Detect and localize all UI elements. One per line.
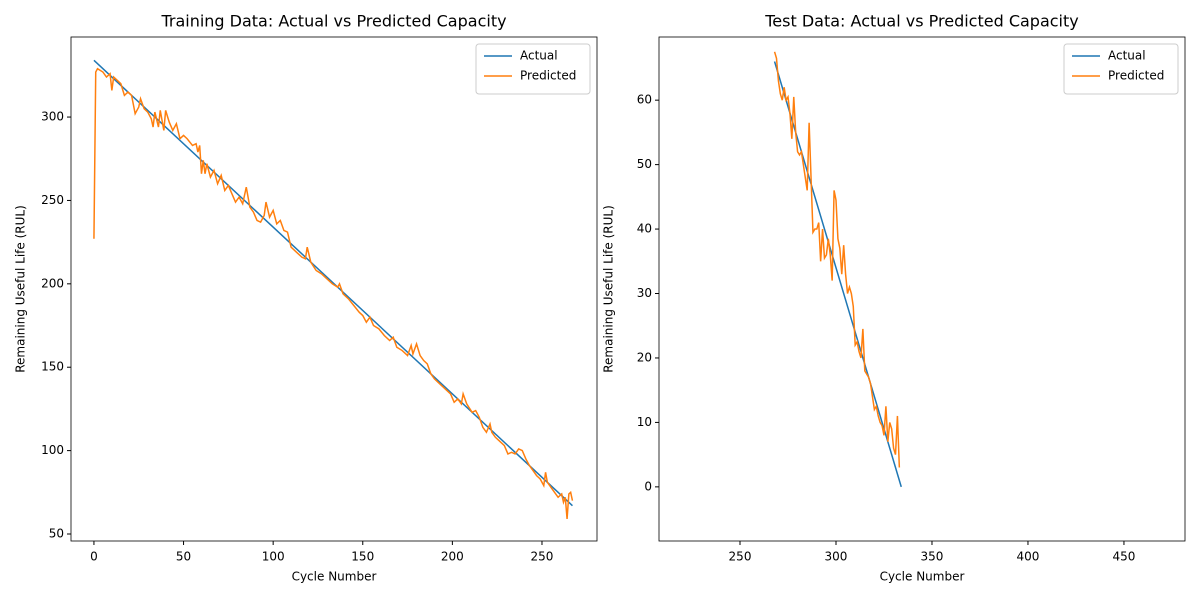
y-tick-label: 50 [637, 157, 652, 171]
x-tick-label: 250 [531, 550, 554, 564]
x-tick-label: 50 [176, 550, 191, 564]
data-line [773, 61, 902, 488]
axes-frame [70, 36, 598, 542]
y-tick-label: 250 [41, 193, 64, 207]
y-axis-label: Remaining Useful Life (RUL) [14, 205, 28, 373]
y-tick-label: 100 [41, 443, 64, 457]
data-line [93, 67, 574, 520]
data-line [773, 51, 901, 468]
x-axis-label: Cycle Number [880, 570, 965, 584]
y-tick-label: 30 [637, 286, 652, 300]
x-tick-label: 400 [1017, 550, 1040, 564]
x-tick-label: 450 [1113, 550, 1136, 564]
subplot: Training Data: Actual vs Predicted Capac… [14, 12, 598, 584]
y-tick-label: 0 [644, 479, 652, 493]
data-line [93, 59, 573, 507]
x-tick-label: 250 [729, 550, 752, 564]
x-tick-label: 150 [351, 550, 374, 564]
legend-label: Actual [1108, 49, 1146, 63]
chart-title: Training Data: Actual vs Predicted Capac… [160, 12, 506, 31]
x-axis-label: Cycle Number [292, 570, 377, 584]
y-tick-label: 10 [637, 415, 652, 429]
x-tick-label: 0 [90, 550, 98, 564]
y-tick-label: 60 [637, 93, 652, 107]
legend-label: Predicted [520, 69, 576, 83]
axes-frame [658, 36, 1186, 542]
chart-title: Test Data: Actual vs Predicted Capacity [764, 12, 1079, 31]
y-tick-label: 200 [41, 276, 64, 290]
legend-label: Actual [520, 49, 558, 63]
y-tick-label: 50 [49, 526, 64, 540]
y-tick-label: 20 [637, 350, 652, 364]
x-tick-label: 300 [825, 550, 848, 564]
x-tick-label: 200 [441, 550, 464, 564]
y-tick-label: 40 [637, 222, 652, 236]
x-tick-label: 100 [262, 550, 285, 564]
y-tick-label: 300 [41, 110, 64, 124]
legend-label: Predicted [1108, 69, 1164, 83]
y-tick-label: 150 [41, 360, 64, 374]
subplot: Test Data: Actual vs Predicted Capacity C… [602, 12, 1186, 584]
x-tick-label: 350 [921, 550, 944, 564]
y-axis-label: Remaining Useful Life (RUL) [602, 205, 616, 373]
